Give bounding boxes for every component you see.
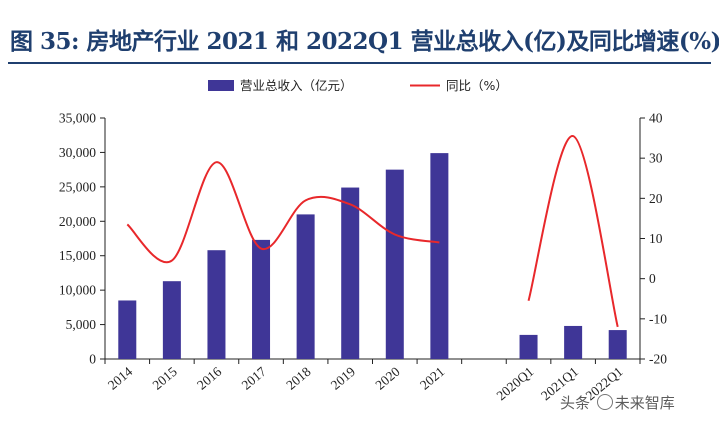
title-rule xyxy=(8,62,711,64)
y-right-tick-label: -20 xyxy=(649,352,667,367)
y-right-tick-label: 10 xyxy=(649,231,663,246)
bar xyxy=(162,281,181,359)
y-left-tick-label: 5,000 xyxy=(66,317,97,332)
series-line xyxy=(126,161,440,264)
y-left-tick-label: 25,000 xyxy=(59,179,96,194)
bar-series xyxy=(118,153,627,359)
watermark-brand: 未来智库 xyxy=(614,394,675,412)
legend-bar-swatch xyxy=(208,80,234,91)
legend: 营业总收入（亿元） 同比（%） xyxy=(208,78,508,93)
bar xyxy=(385,169,404,359)
y-right-tick-label: 0 xyxy=(649,271,656,286)
camera-icon xyxy=(596,394,613,410)
y-left-tick-label: 15,000 xyxy=(59,248,96,263)
watermark-prefix: 头条 xyxy=(560,394,591,412)
y-right-tick-label: 30 xyxy=(649,151,663,166)
y-right-tick-label: 20 xyxy=(649,191,663,206)
series-line xyxy=(527,135,619,328)
watermark: 头条 未来智库 xyxy=(560,392,675,413)
x-tick-label: 2014 xyxy=(105,364,136,393)
bar xyxy=(564,325,583,359)
y-left-tick-label: 0 xyxy=(89,352,96,367)
y-left-tick-label: 10,000 xyxy=(59,283,96,298)
bar xyxy=(341,187,360,359)
bar xyxy=(519,334,538,359)
legend-bar-label: 营业总收入（亿元） xyxy=(240,78,353,93)
y-right-tick-label: 40 xyxy=(649,111,663,126)
y-left-tick-label: 35,000 xyxy=(59,111,96,126)
x-tick-label: 2021 xyxy=(417,364,447,393)
bar xyxy=(296,214,315,359)
line-series xyxy=(126,135,619,328)
y-left-tick-label: 30,000 xyxy=(59,145,96,160)
x-tick-label: 2017 xyxy=(239,364,270,393)
x-tick-label: 2016 xyxy=(194,364,225,393)
y-left-tick-label: 20,000 xyxy=(59,214,96,229)
chart-title: 图 35: 房地产行业 2021 和 2022Q1 营业总收入(亿)及同比增速(… xyxy=(10,28,719,55)
bar xyxy=(252,239,271,359)
x-tick-label: 2019 xyxy=(328,364,359,393)
x-tick-label: 2020Q1 xyxy=(494,364,537,403)
x-tick-labels: 2014 2015 2016 2017 2018 2019 2020 2021 2020Q1 20… xyxy=(105,364,626,404)
axes: 0 5,000 10,000 15,000 20,000 25,000 30,000 35,0… xyxy=(59,111,667,367)
x-tick-label: 2015 xyxy=(149,364,180,393)
bar xyxy=(430,153,449,359)
y-right-tick-label: -10 xyxy=(649,311,667,326)
legend-line-label: 同比（%） xyxy=(446,78,508,93)
x-tick-label: 2020 xyxy=(372,364,403,393)
x-tick-label: 2018 xyxy=(283,364,314,393)
bar xyxy=(207,250,226,359)
bar xyxy=(118,300,137,359)
bar xyxy=(608,330,627,359)
